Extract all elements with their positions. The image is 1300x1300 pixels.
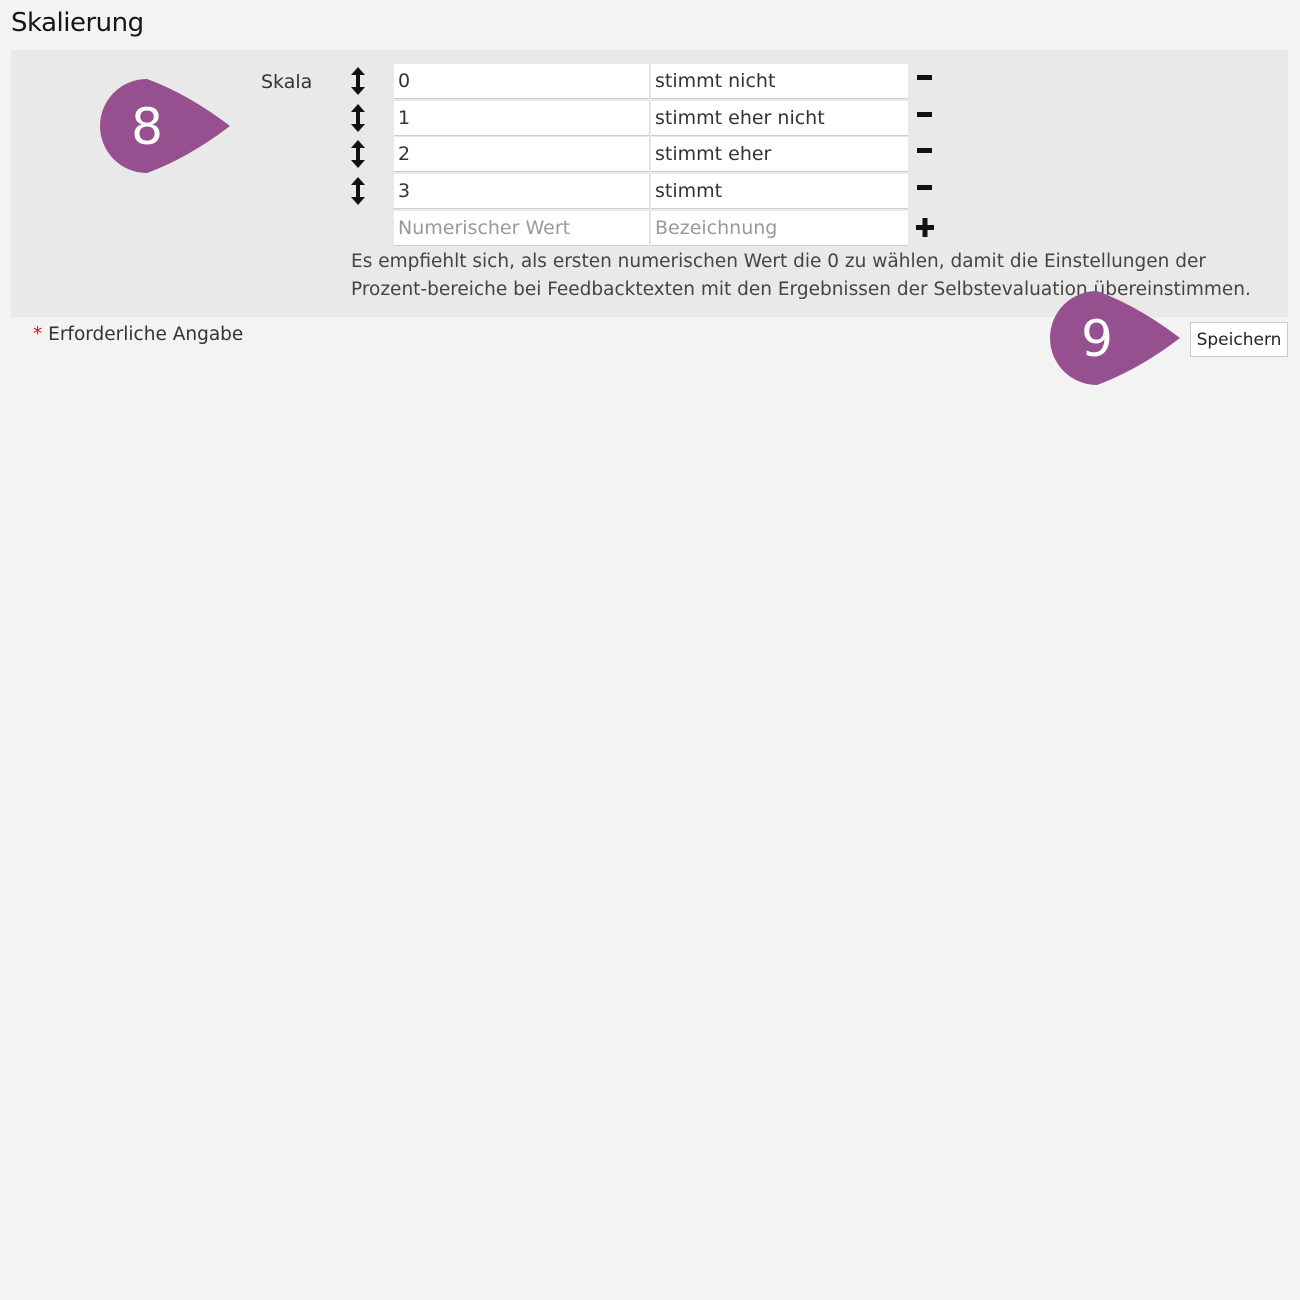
- numeric-value-input[interactable]: [394, 137, 650, 173]
- scale-row: [346, 64, 946, 100]
- drag-handle-icon[interactable]: [346, 103, 370, 133]
- scale-row: [346, 100, 946, 137]
- callout-marker-9: 9: [1049, 291, 1180, 385]
- new-scale-row: [346, 210, 946, 247]
- callout-marker-8: 8: [99, 79, 231, 173]
- remove-row-icon[interactable]: [914, 66, 936, 90]
- scale-label: Skala: [261, 71, 313, 93]
- label-input[interactable]: [651, 137, 908, 173]
- required-note: * Erforderliche Angabe: [33, 324, 243, 345]
- numeric-value-input[interactable]: [394, 64, 650, 99]
- scale-row: [346, 174, 946, 210]
- drag-handle-icon[interactable]: [346, 176, 370, 206]
- save-button[interactable]: Speichern: [1190, 322, 1288, 357]
- scale-row: [346, 137, 946, 173]
- required-text: Erforderliche Angabe: [48, 324, 244, 345]
- remove-row-icon[interactable]: [914, 103, 936, 127]
- label-input[interactable]: [651, 100, 908, 136]
- hint-text: Es empfiehlt sich, als ersten numerische…: [351, 251, 1251, 300]
- new-label-input[interactable]: [651, 210, 908, 246]
- remove-row-icon[interactable]: [914, 139, 936, 163]
- numeric-value-input[interactable]: [394, 174, 650, 210]
- marker-number: 9: [1081, 310, 1113, 368]
- label-input[interactable]: [651, 64, 908, 99]
- section-title: Skalierung: [11, 8, 144, 38]
- required-star: *: [33, 324, 43, 345]
- add-row-icon[interactable]: [914, 215, 936, 239]
- marker-number: 8: [131, 98, 163, 156]
- label-input[interactable]: [651, 174, 908, 210]
- remove-row-icon[interactable]: [914, 176, 936, 200]
- drag-handle-icon[interactable]: [346, 139, 370, 169]
- numeric-value-input[interactable]: [394, 100, 650, 136]
- new-numeric-value-input[interactable]: [394, 210, 650, 246]
- drag-handle-icon[interactable]: [346, 66, 370, 96]
